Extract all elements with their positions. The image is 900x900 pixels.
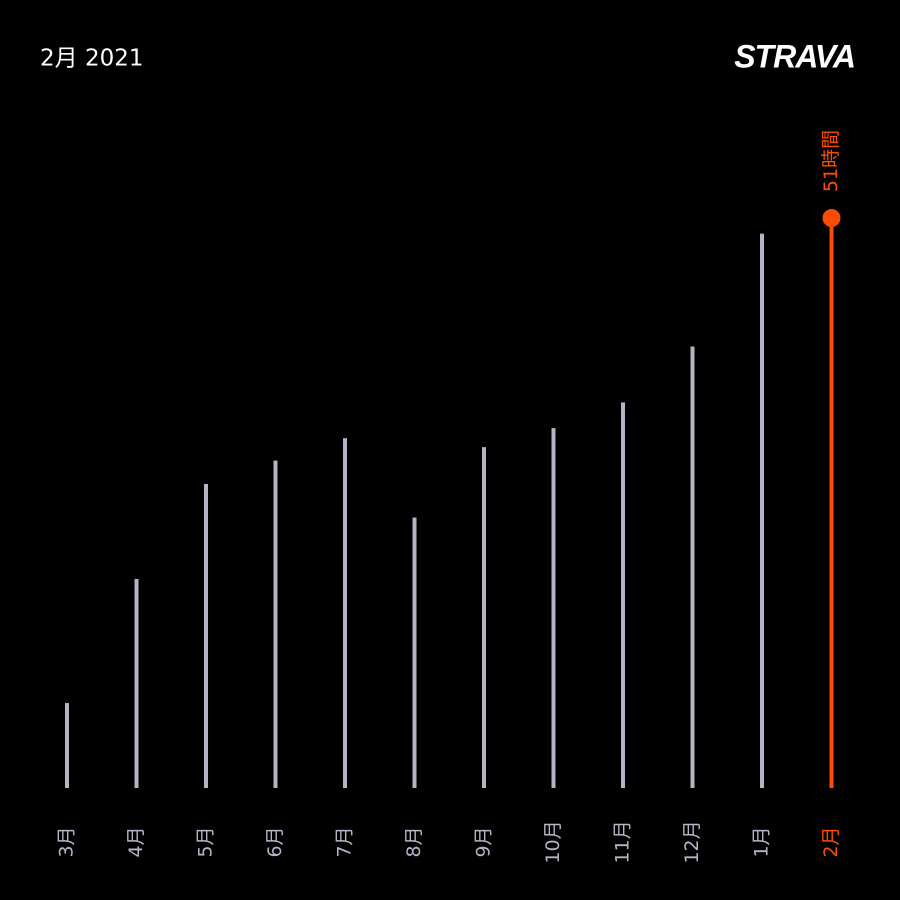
x-tick-label: 1月 [751, 826, 773, 857]
bar [343, 438, 347, 788]
logo: STRAVA [734, 38, 855, 74]
x-tick-label: 12月 [681, 820, 703, 863]
bar-end-dot [822, 209, 841, 227]
x-tick-label: 11月 [612, 820, 634, 863]
x-tick-label: 3月 [56, 826, 78, 857]
bar [412, 517, 417, 788]
bar [65, 703, 69, 788]
bar [134, 579, 139, 788]
bar [482, 447, 486, 788]
x-tick-label: 5月 [195, 826, 217, 857]
x-tick-label: 10月 [542, 820, 564, 863]
x-tick-label: 8月 [403, 826, 425, 857]
x-tick-label: 7月 [334, 826, 356, 857]
x-tick-label: 4月 [125, 826, 147, 857]
bar [690, 346, 695, 788]
x-tick-label: 6月 [264, 826, 286, 857]
bar [551, 428, 556, 788]
bar [204, 484, 208, 788]
value-label: 51時間 [820, 130, 842, 192]
bar [760, 233, 764, 788]
bar [621, 402, 625, 788]
x-tick-label: 9月 [473, 826, 495, 857]
chart-title: 2月 2021 [40, 46, 143, 72]
bar [273, 460, 278, 788]
bar [829, 218, 834, 788]
x-tick-label: 2月 [820, 826, 842, 857]
